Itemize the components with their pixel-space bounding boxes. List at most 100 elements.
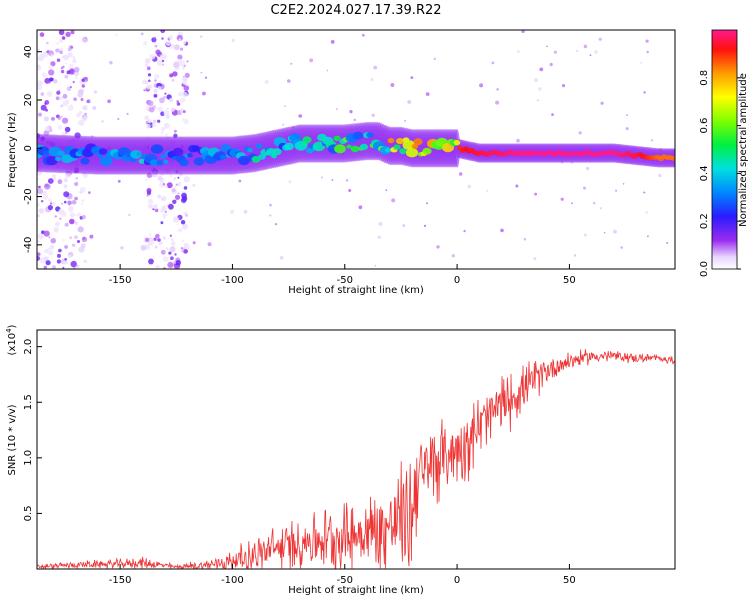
- noise-cell: [269, 203, 272, 207]
- ridge-cell: [422, 147, 432, 155]
- noise-cell: [43, 230, 50, 237]
- noise-cell: [76, 212, 82, 217]
- noise-cell: [331, 179, 334, 181]
- ridge-cell: [149, 159, 159, 166]
- noise-cell: [149, 233, 152, 237]
- noise-cell: [169, 234, 172, 237]
- noise-cell: [56, 42, 59, 45]
- noise-cell: [172, 216, 180, 223]
- noise-cell: [371, 113, 375, 118]
- noise-cell: [599, 207, 602, 210]
- snr-multiplier-exponent: 4: [5, 328, 13, 333]
- ridge-cell: [405, 148, 419, 158]
- noise-cell: [177, 228, 183, 233]
- noise-cell: [181, 190, 184, 193]
- noise-cell: [40, 104, 47, 111]
- noise-cell: [66, 86, 72, 92]
- noise-cell: [330, 40, 335, 44]
- ridge-cell: [138, 158, 146, 164]
- noise-cell: [182, 91, 188, 98]
- noise-cell: [230, 209, 234, 214]
- noise-cell: [51, 117, 55, 121]
- noise-cell: [309, 58, 314, 63]
- spectrogram-x-label: Height of straight line (km): [288, 285, 424, 296]
- noise-cell: [144, 58, 151, 64]
- noise-cell: [62, 266, 65, 269]
- noise-cell: [140, 32, 144, 36]
- noise-cell: [647, 235, 649, 238]
- ridge-cell: [334, 144, 346, 154]
- noise-cell: [160, 131, 164, 135]
- noise-cell: [37, 202, 40, 207]
- noise-cell: [269, 214, 272, 217]
- spectrogram-heatmap: [37, 30, 675, 269]
- noise-cell: [516, 138, 520, 143]
- noise-cell: [181, 195, 188, 202]
- noise-cell: [180, 247, 183, 250]
- noise-cell: [243, 210, 248, 214]
- noise-cell: [55, 48, 60, 53]
- noise-cell: [173, 61, 180, 68]
- noise-cell: [52, 174, 56, 179]
- noise-cell: [37, 240, 40, 243]
- noise-cell: [162, 236, 166, 240]
- noise-cell: [402, 224, 406, 227]
- x-tick-label: -150: [109, 275, 132, 286]
- ridge-cell: [55, 156, 61, 162]
- noise-cell: [553, 50, 558, 54]
- noise-cell: [53, 79, 58, 84]
- noise-cell: [603, 231, 606, 234]
- snr-panel: -150 -100 -50 0 50 0.5 1.0 1.5 2.0 Height of st…: [5, 324, 676, 596]
- noise-cell: [71, 200, 77, 205]
- noise-cell: [157, 194, 162, 199]
- noise-cell: [165, 41, 171, 47]
- noise-cell: [66, 70, 71, 75]
- noise-cell: [326, 69, 329, 72]
- noise-cell: [410, 76, 414, 79]
- ridge-cell: [350, 145, 360, 153]
- noise-cell: [68, 68, 76, 75]
- noise-cell: [593, 202, 596, 205]
- x-tick-label: -150: [109, 575, 132, 586]
- x-tick-label: -50: [337, 275, 353, 286]
- noise-cell: [404, 120, 406, 122]
- noise-cell: [377, 235, 381, 239]
- noise-cell: [56, 259, 62, 264]
- noise-cell: [153, 88, 158, 94]
- noise-cell: [68, 204, 71, 208]
- noise-cell: [200, 71, 203, 74]
- noise-cell: [81, 199, 85, 203]
- noise-cell: [72, 80, 75, 84]
- noise-cell: [70, 260, 77, 268]
- noise-cell: [238, 179, 242, 183]
- noise-cell: [391, 198, 396, 203]
- noise-cell: [177, 181, 182, 187]
- noise-cell: [161, 59, 165, 63]
- noise-cell: [425, 92, 430, 96]
- noise-cell: [174, 253, 177, 256]
- noise-cell: [117, 117, 120, 121]
- noise-cell: [178, 91, 183, 97]
- noise-cell: [199, 35, 203, 38]
- noise-cell: [537, 99, 539, 102]
- noise-cell: [573, 254, 577, 257]
- noise-cell: [72, 56, 75, 59]
- spectrogram-x-axis: -150 -100 -50 0 50: [109, 264, 576, 286]
- y-tick-label: 1.5: [23, 394, 34, 410]
- noise-cell: [101, 120, 104, 123]
- noise-cell: [335, 108, 338, 111]
- noise-cell: [180, 47, 184, 51]
- colorbar-label: Normalized spectral amplitude: [738, 73, 749, 227]
- noise-cell: [171, 242, 174, 246]
- noise-cell: [182, 79, 188, 85]
- noise-cell: [290, 62, 293, 65]
- ridge-cell: [352, 131, 364, 140]
- noise-cell: [58, 208, 64, 215]
- noise-cell: [451, 254, 455, 258]
- noise-cell: [58, 248, 62, 253]
- noise-cell: [62, 261, 67, 265]
- noise-cell: [146, 194, 149, 197]
- noise-cell: [64, 222, 69, 227]
- noise-cell: [58, 30, 65, 36]
- noise-cell: [626, 114, 628, 116]
